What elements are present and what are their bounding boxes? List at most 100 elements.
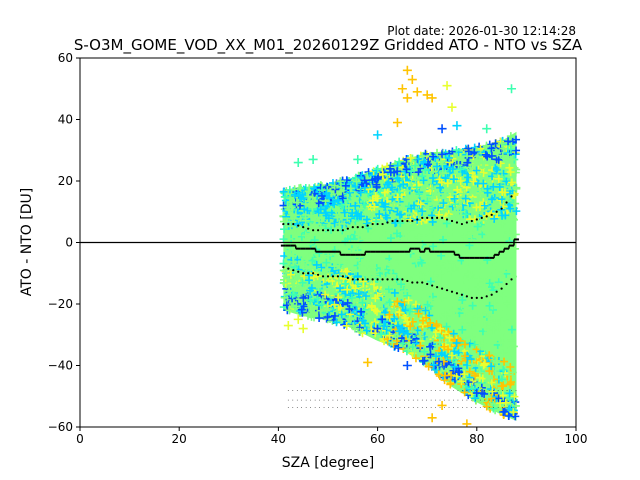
data-point: [300, 287, 309, 296]
upper-std-dot: [510, 195, 513, 198]
y-tick-label: −40: [48, 359, 73, 373]
data-point: [465, 220, 474, 229]
lower-std-dot: [465, 295, 468, 298]
data-point: [509, 396, 518, 405]
data-point: [372, 217, 381, 226]
count-label-glyph: ·: [350, 396, 352, 404]
data-point: [507, 325, 516, 334]
count-label-glyph: ·: [336, 404, 338, 412]
data-point: [480, 277, 489, 286]
data-point: [482, 288, 491, 297]
data-point: [345, 305, 354, 314]
data-point: [317, 300, 326, 309]
lower-std-dot: [366, 278, 369, 281]
data-point-sparse: [392, 118, 402, 128]
data-point: [390, 288, 399, 297]
data-point: [497, 211, 506, 220]
count-label-glyph: ·: [345, 396, 347, 404]
count-label-glyph: ·: [435, 404, 437, 412]
data-point-sparse: [437, 400, 447, 410]
data-point: [381, 202, 390, 211]
data-point: [474, 209, 483, 218]
data-point: [411, 161, 420, 170]
count-label-glyph: ·: [457, 404, 459, 412]
data-point: [383, 293, 392, 302]
data-point: [308, 193, 317, 202]
count-label-glyph: ·: [327, 396, 329, 404]
data-point: [334, 206, 343, 215]
data-point: [406, 322, 415, 331]
count-label-glyph: ·: [435, 387, 437, 395]
data-point: [360, 183, 369, 192]
lower-std-dot: [396, 278, 399, 281]
data-point: [388, 183, 397, 192]
data-point: [494, 155, 503, 164]
data-point: [460, 232, 469, 241]
data-point: [334, 293, 343, 302]
data-point: [483, 308, 492, 317]
data-point: [366, 253, 375, 262]
data-point: [434, 190, 443, 199]
data-point: [377, 330, 386, 339]
count-label-glyph: ·: [403, 396, 405, 404]
count-label-glyph: ·: [323, 396, 325, 404]
count-label-glyph: ·: [390, 387, 392, 395]
data-point: [483, 152, 492, 161]
data-point: [437, 150, 446, 159]
data-point: [286, 222, 295, 231]
data-point: [445, 333, 454, 342]
data-point: [368, 263, 377, 272]
data-point: [291, 211, 300, 220]
upper-std-dot: [366, 224, 369, 227]
data-point: [506, 346, 515, 355]
data-point: [306, 222, 315, 231]
data-point: [289, 257, 298, 266]
data-point: [511, 230, 520, 239]
count-label-glyph: ·: [475, 387, 477, 395]
data-point-sparse: [402, 361, 412, 370]
y-axis-label: ATO - NTO [DU]: [19, 188, 35, 296]
data-point: [314, 199, 323, 208]
data-point: [398, 205, 407, 214]
data-point: [348, 264, 357, 273]
x-tick-label: 20: [172, 432, 187, 446]
data-point: [448, 355, 457, 364]
data-point: [388, 338, 397, 347]
count-label-glyph: ·: [461, 396, 463, 404]
data-point: [434, 313, 443, 322]
lower-std-dot: [426, 282, 429, 286]
upper-std-dot: [495, 210, 498, 213]
data-point: [406, 232, 415, 241]
data-point: [409, 282, 418, 291]
upper-std-dot: [346, 227, 349, 230]
data-point: [295, 192, 304, 201]
data-point: [309, 273, 318, 282]
data-point: [511, 412, 520, 421]
upper-std-dot: [331, 229, 335, 232]
lower-std-dot: [312, 272, 315, 275]
data-point: [461, 210, 470, 219]
data-point: [401, 287, 410, 296]
data-point: [308, 256, 317, 265]
data-points: [279, 65, 521, 427]
count-label-glyph: ·: [448, 387, 450, 395]
data-point: [499, 407, 508, 416]
data-point: [291, 224, 300, 233]
count-label-glyph: ·: [479, 387, 481, 395]
data-point: [455, 242, 464, 251]
data-point: [440, 342, 449, 351]
data-point: [388, 257, 397, 266]
data-point: [470, 160, 479, 169]
count-label-glyph: ·: [296, 396, 298, 404]
data-point: [424, 331, 433, 340]
upper-std-dot: [376, 222, 379, 226]
data-point: [395, 308, 404, 317]
upper-std-dot: [455, 221, 459, 224]
count-label-glyph: ·: [506, 387, 508, 395]
count-label-glyph: ·: [497, 404, 499, 412]
data-point: [296, 306, 305, 315]
data-point: [362, 215, 371, 224]
data-point: [290, 190, 299, 199]
data-point: [306, 310, 315, 319]
data-point: [357, 261, 366, 270]
